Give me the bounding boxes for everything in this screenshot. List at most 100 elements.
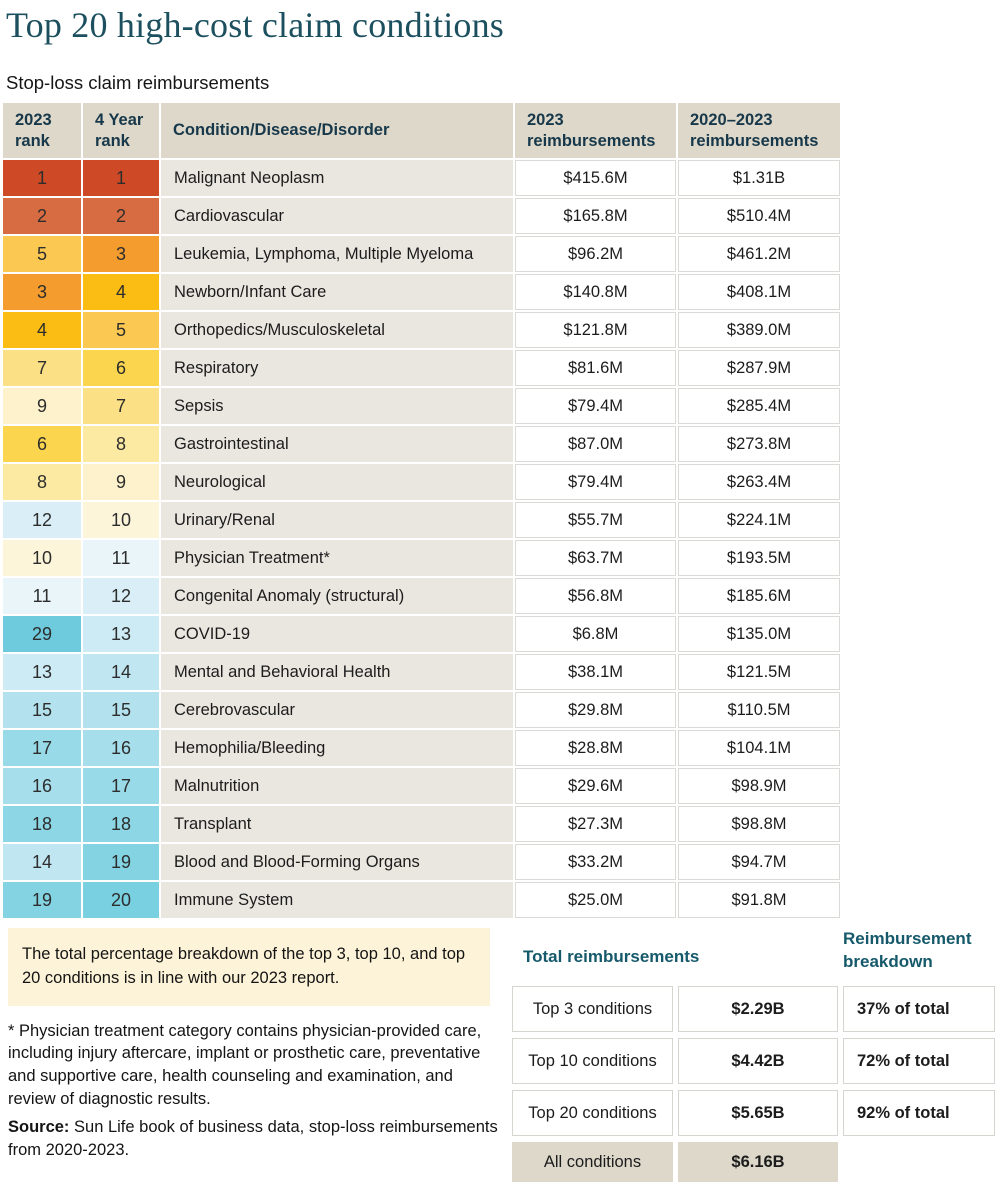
reimb-total-cell: $287.9M: [678, 350, 840, 386]
totals-row-value: $4.42B: [678, 1038, 838, 1084]
condition-cell: Transplant: [161, 806, 513, 842]
rank-2023-cell: 10: [3, 540, 81, 576]
totals-row-value: $2.29B: [678, 986, 838, 1032]
reimb-2023-cell: $79.4M: [515, 388, 676, 424]
reimb-2023-cell: $63.7M: [515, 540, 676, 576]
reimb-2023-cell: $81.6M: [515, 350, 676, 386]
rank-2023-cell: 18: [3, 806, 81, 842]
totals-row-breakdown: 37% of total: [843, 986, 995, 1032]
rank-4yr-cell: 17: [83, 768, 159, 804]
rank-2023-cell: 7: [3, 350, 81, 386]
reimb-2023-cell: $29.8M: [515, 692, 676, 728]
reimb-2023-cell: $140.8M: [515, 274, 676, 310]
reimb-total-cell: $110.5M: [678, 692, 840, 728]
condition-cell: Gastrointestinal: [161, 426, 513, 462]
totals-row-breakdown: 92% of total: [843, 1090, 995, 1136]
rank-4yr-cell: 6: [83, 350, 159, 386]
column-header-2023-rank: 2023 rank: [3, 103, 81, 158]
reimb-2023-cell: $56.8M: [515, 578, 676, 614]
reimb-total-cell: $389.0M: [678, 312, 840, 348]
totals-row-value: $5.65B: [678, 1090, 838, 1136]
reimb-total-cell: $193.5M: [678, 540, 840, 576]
rank-4yr-cell: 18: [83, 806, 159, 842]
rank-4yr-cell: 2: [83, 198, 159, 234]
rank-2023-cell: 16: [3, 768, 81, 804]
condition-cell: Congenital Anomaly (structural): [161, 578, 513, 614]
reimb-2023-cell: $29.6M: [515, 768, 676, 804]
condition-cell: Orthopedics/Musculoskeletal: [161, 312, 513, 348]
reimb-2023-cell: $87.0M: [515, 426, 676, 462]
column-header-2023-reimbursements: 2023 reimbursements: [515, 103, 676, 158]
reimb-2023-cell: $121.8M: [515, 312, 676, 348]
reimb-2023-cell: $96.2M: [515, 236, 676, 272]
rank-4yr-cell: 3: [83, 236, 159, 272]
totals-row-breakdown: 72% of total: [843, 1038, 995, 1084]
totals-row-value: $6.16B: [678, 1142, 838, 1182]
totals-title: Total reimbursements: [523, 947, 700, 966]
claims-table: 2023 rank 4 Year rank Condition/Disease/…: [3, 103, 840, 918]
rank-2023-cell: 6: [3, 426, 81, 462]
rank-4yr-cell: 4: [83, 274, 159, 310]
rank-4yr-cell: 5: [83, 312, 159, 348]
rank-2023-cell: 14: [3, 844, 81, 880]
reimb-total-cell: $408.1M: [678, 274, 840, 310]
totals-row: Top 3 conditions $2.29B 37% of total: [512, 986, 995, 1032]
condition-cell: Hemophilia/Bleeding: [161, 730, 513, 766]
source-line: Source: Sun Life book of business data, …: [8, 1116, 500, 1161]
column-header-2020-2023-reimbursements: 2020–2023 reimbursements: [678, 103, 840, 158]
column-header-4year-rank: 4 Year rank: [83, 103, 159, 158]
condition-cell: Malignant Neoplasm: [161, 160, 513, 196]
rank-4yr-cell: 1: [83, 160, 159, 196]
rank-2023-cell: 2: [3, 198, 81, 234]
rank-4yr-cell: 9: [83, 464, 159, 500]
reimb-total-cell: $263.4M: [678, 464, 840, 500]
reimb-2023-cell: $25.0M: [515, 882, 676, 918]
totals-row: Top 20 conditions $5.65B 92% of total: [512, 1090, 995, 1136]
reimb-total-cell: $98.8M: [678, 806, 840, 842]
rank-2023-cell: 29: [3, 616, 81, 652]
condition-cell: Mental and Behavioral Health: [161, 654, 513, 690]
reimb-2023-cell: $165.8M: [515, 198, 676, 234]
rank-4yr-cell: 20: [83, 882, 159, 918]
rank-2023-cell: 5: [3, 236, 81, 272]
reimb-2023-cell: $28.8M: [515, 730, 676, 766]
rank-2023-cell: 12: [3, 502, 81, 538]
totals-row-label: Top 20 conditions: [512, 1090, 673, 1136]
reimb-total-cell: $98.9M: [678, 768, 840, 804]
rank-2023-cell: 19: [3, 882, 81, 918]
condition-cell: Cerebrovascular: [161, 692, 513, 728]
condition-cell: Blood and Blood-Forming Organs: [161, 844, 513, 880]
condition-cell: Sepsis: [161, 388, 513, 424]
reimb-total-cell: $224.1M: [678, 502, 840, 538]
condition-cell: Newborn/Infant Care: [161, 274, 513, 310]
condition-cell: Urinary/Renal: [161, 502, 513, 538]
totals-header: Total reimbursements Reimbursement break…: [512, 925, 995, 980]
rank-4yr-cell: 13: [83, 616, 159, 652]
rank-2023-cell: 9: [3, 388, 81, 424]
condition-cell: Neurological: [161, 464, 513, 500]
rank-2023-cell: 4: [3, 312, 81, 348]
condition-cell: Leukemia, Lymphoma, Multiple Myeloma: [161, 236, 513, 272]
condition-cell: Cardiovascular: [161, 198, 513, 234]
totals-table: Top 3 conditions $2.29B 37% of total Top…: [512, 986, 995, 1182]
totals-row-label: Top 10 conditions: [512, 1038, 673, 1084]
rank-4yr-cell: 14: [83, 654, 159, 690]
reimb-total-cell: $185.6M: [678, 578, 840, 614]
reimb-2023-cell: $79.4M: [515, 464, 676, 500]
page-subtitle: Stop-loss claim reimbursements: [6, 72, 270, 93]
totals-row-label: Top 3 conditions: [512, 986, 673, 1032]
rank-4yr-cell: 8: [83, 426, 159, 462]
reimb-2023-cell: $33.2M: [515, 844, 676, 880]
reimb-total-cell: $91.8M: [678, 882, 840, 918]
totals-row: All conditions $6.16B: [512, 1142, 995, 1182]
rank-4yr-cell: 10: [83, 502, 159, 538]
rank-4yr-cell: 19: [83, 844, 159, 880]
condition-cell: Physician Treatment*: [161, 540, 513, 576]
reimb-total-cell: $121.5M: [678, 654, 840, 690]
reimb-2023-cell: $6.8M: [515, 616, 676, 652]
notes-block: The total percentage breakdown of the to…: [8, 928, 500, 1161]
rank-4yr-cell: 16: [83, 730, 159, 766]
reimb-2023-cell: $27.3M: [515, 806, 676, 842]
condition-cell: Respiratory: [161, 350, 513, 386]
